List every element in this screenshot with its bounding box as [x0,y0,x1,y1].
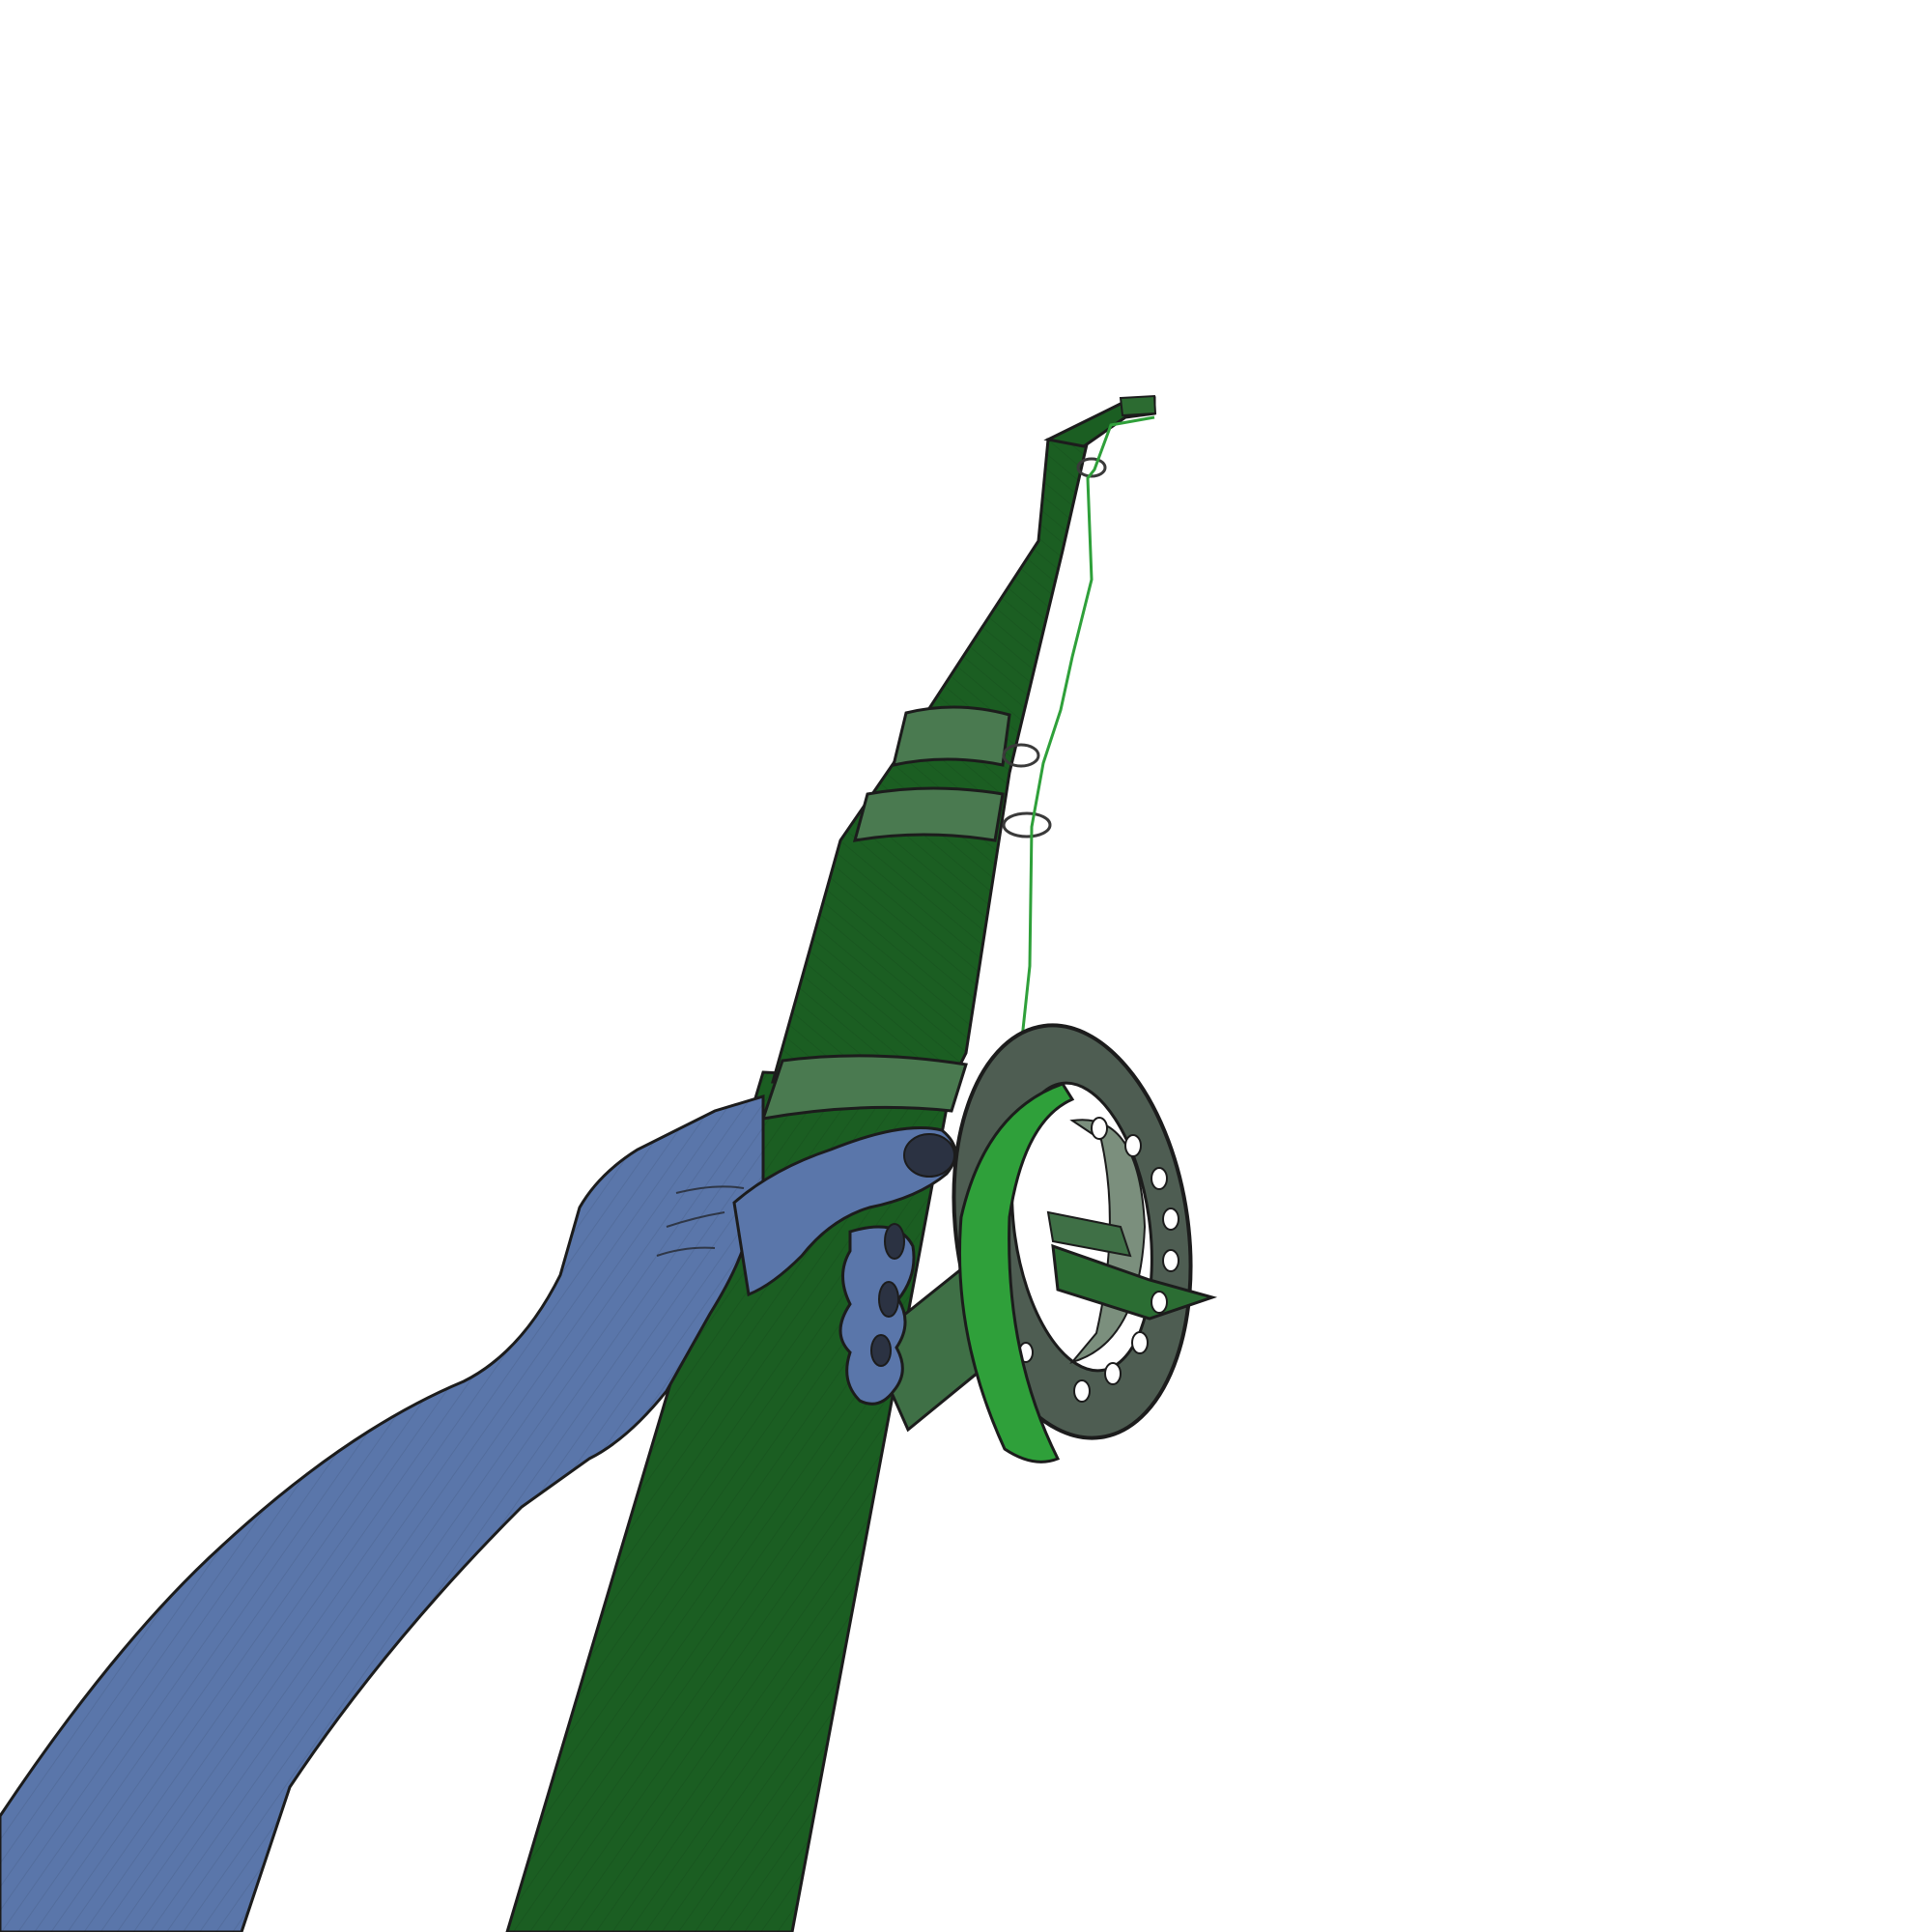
rod-band-middle [855,788,1003,840]
rod-band-upper [894,707,1009,765]
rod-band-grip [763,1056,966,1119]
rod-tip-guide [1121,396,1155,415]
thumbnail [904,1134,954,1177]
